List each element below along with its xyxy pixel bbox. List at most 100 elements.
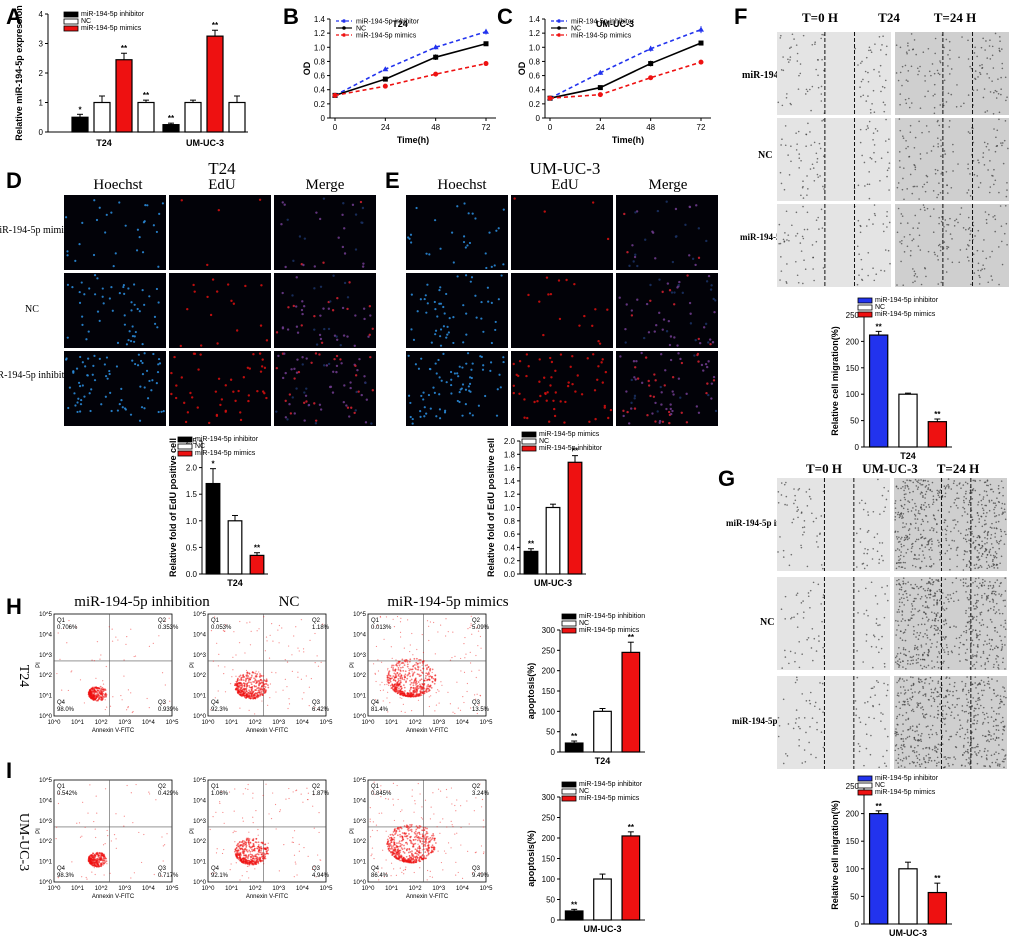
cell-dot	[180, 376, 183, 379]
cell-dot	[992, 490, 995, 493]
legend-label: NC	[875, 782, 885, 789]
cell-dot	[928, 733, 930, 736]
cell-dot	[327, 307, 331, 310]
data-point	[332, 92, 338, 98]
cell-dot	[821, 33, 823, 36]
cell-dot	[984, 211, 987, 213]
cell-dot	[1001, 716, 1004, 719]
cell-dot	[924, 595, 927, 597]
cell-dot	[968, 607, 970, 609]
cell-dot	[884, 249, 887, 251]
cell-dot	[967, 216, 970, 219]
cell-dot	[971, 731, 973, 733]
cell-dot	[872, 510, 875, 513]
cell-dot	[883, 86, 886, 89]
cell-dot	[941, 496, 944, 498]
cell-dot	[901, 748, 903, 750]
cell-dot	[673, 291, 676, 294]
cell-dot	[806, 194, 808, 196]
cell-dot	[950, 711, 953, 713]
cell-dot	[319, 285, 323, 288]
cell-dot	[705, 391, 708, 395]
cell-dot	[994, 502, 996, 505]
cell-dot	[989, 39, 991, 41]
cell-dot	[925, 725, 928, 728]
cell-dot	[695, 405, 699, 408]
cell-dot	[464, 246, 467, 249]
flow-frame	[53, 613, 173, 717]
cell-dot	[979, 633, 981, 636]
cell-dot	[964, 685, 967, 687]
legend-swatch	[561, 795, 577, 802]
cell-dot	[955, 218, 958, 221]
cell-dot	[956, 520, 959, 523]
cell-dot	[998, 593, 1000, 595]
cell-dot	[940, 752, 942, 755]
cell-dot	[994, 761, 997, 764]
cell-dot	[997, 763, 999, 765]
cell-dot	[676, 286, 679, 289]
cell-dot	[972, 746, 974, 749]
cell-dot	[945, 101, 948, 103]
cell-dot	[894, 745, 897, 747]
cell-dot	[873, 536, 876, 539]
cell-dot	[696, 352, 700, 356]
cell-dot	[937, 619, 940, 622]
y-tick-label: 0.6	[529, 72, 541, 81]
cell-dot	[917, 702, 920, 705]
cell-dot	[967, 598, 970, 601]
quadrant-percent: 0.706%	[57, 625, 78, 631]
cell-dot	[965, 248, 968, 251]
cell-dot	[913, 270, 916, 273]
cell-dot	[976, 89, 979, 91]
cell-dot	[869, 49, 872, 51]
event-dot	[235, 654, 237, 656]
cell-dot	[157, 363, 160, 366]
cell-dot	[963, 549, 966, 552]
event-dot	[232, 656, 234, 658]
cell-dot	[888, 167, 890, 169]
legend-marker	[557, 33, 561, 37]
cell-dot	[591, 201, 595, 204]
cell-dot	[982, 498, 985, 500]
cell-dot	[794, 499, 797, 502]
cell-dot	[964, 683, 967, 685]
cell-dot	[945, 596, 947, 599]
cell-dot	[915, 659, 918, 661]
cell-dot	[912, 238, 915, 240]
cell-dot	[922, 654, 924, 657]
cell-dot	[811, 717, 814, 719]
event-dot	[260, 687, 263, 690]
cell-dot	[950, 530, 952, 533]
cell-dot	[897, 753, 900, 756]
y-tick-label: 1.4	[314, 15, 326, 24]
cell-dot	[542, 376, 546, 379]
cell-dot	[937, 145, 939, 148]
cell-dot	[915, 636, 917, 638]
cell-dot	[883, 230, 885, 233]
wound-f-t24: T=24 H	[934, 10, 976, 25]
event-dot	[239, 693, 242, 696]
cell-dot	[927, 543, 930, 546]
cell-dot	[959, 660, 961, 662]
cell-dot	[495, 414, 499, 417]
cell-dot	[962, 578, 965, 580]
cell-dot	[933, 106, 936, 109]
cell-dot	[694, 263, 697, 267]
cell-dot	[998, 744, 1000, 746]
event-dot	[426, 685, 429, 688]
cell-dot	[981, 546, 983, 549]
cell-dot	[993, 590, 995, 593]
cell-dot	[148, 295, 151, 298]
cell-dot	[933, 700, 936, 703]
cell-dot	[661, 420, 665, 424]
cell-dot	[998, 283, 1000, 286]
cell-dot	[956, 484, 958, 487]
cell-dot	[921, 667, 924, 670]
event-dot	[262, 675, 265, 677]
cell-dot	[820, 603, 822, 605]
cell-dot	[281, 327, 285, 330]
cell-dot	[901, 515, 904, 517]
cell-dot	[785, 280, 788, 283]
cell-dot	[914, 518, 916, 520]
